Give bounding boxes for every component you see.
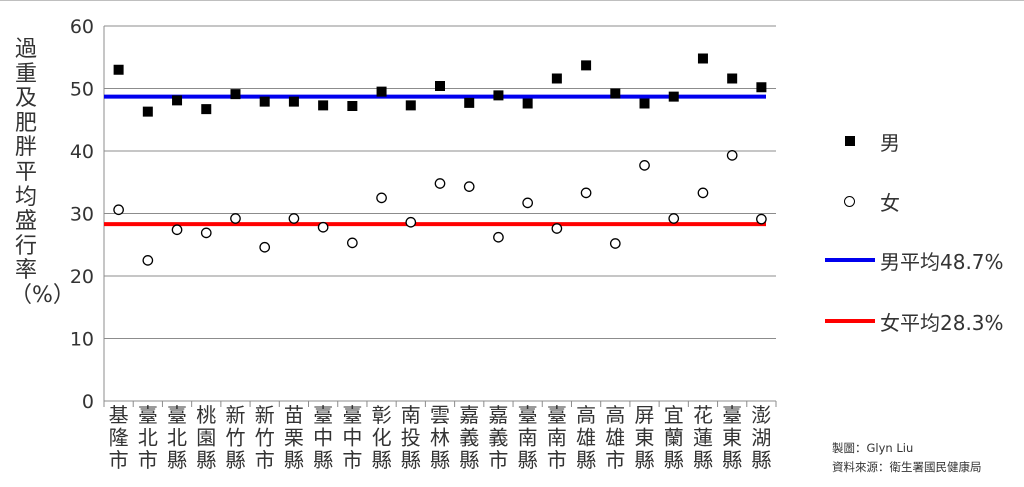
- female-data-point: [171, 224, 183, 236]
- top-border: [0, 0, 1024, 1]
- legend-item-male: 男: [820, 126, 900, 156]
- female-data-point: [639, 160, 650, 171]
- male-data-point: [347, 101, 358, 111]
- legend-label-female-average: 女平均28.3%: [880, 310, 1004, 335]
- male-data-point: [318, 100, 329, 111]
- legend-item-female: 女: [820, 186, 900, 216]
- x-tick-label: 宜蘭縣: [664, 403, 684, 472]
- female-data-point: [113, 204, 124, 216]
- male-data-point: [493, 90, 504, 101]
- male-data-point: [756, 82, 767, 93]
- female-data-point: [434, 178, 446, 189]
- male-data-point: [405, 100, 416, 111]
- chart-source-credit: 資料來源：衛生署國民健康局: [832, 460, 982, 474]
- male-data-point: [288, 96, 299, 107]
- female-data-point: [493, 231, 504, 243]
- y-tick-label: 0: [82, 391, 94, 413]
- female-data-point: [230, 213, 241, 224]
- x-tick-label: 彰化縣: [372, 403, 392, 472]
- legend-item-female-average: 女平均28.3%: [820, 306, 1004, 336]
- x-tick-label: 臺東縣: [722, 403, 742, 472]
- female-data-point: [346, 237, 358, 249]
- x-tick-label: 嘉義縣: [459, 403, 479, 472]
- female-data-point: [200, 227, 212, 239]
- legend-item-male-average: 男平均48.7%: [820, 245, 1004, 275]
- legend-label-female: 女: [880, 190, 900, 215]
- x-tick-label: 嘉義市: [488, 403, 508, 472]
- female-data-point: [580, 187, 592, 199]
- female-data-point: [288, 213, 300, 224]
- female-data-point: [405, 216, 417, 228]
- male-data-point: [668, 91, 679, 102]
- y-tick-label: 10: [70, 329, 94, 351]
- y-tick-label: 40: [70, 141, 94, 163]
- male-data-point: [697, 53, 708, 64]
- male-data-point: [610, 88, 621, 99]
- female-data-point: [551, 223, 563, 234]
- x-tick-label: 臺南市: [547, 403, 567, 472]
- x-tick-label: 臺南縣: [518, 403, 538, 472]
- legend-line-male-average: [825, 258, 875, 262]
- legend-marker-female: [844, 196, 855, 207]
- male-data-point: [113, 64, 124, 75]
- female-data-point: [522, 197, 534, 209]
- male-data-point: [172, 95, 183, 106]
- female-data-point: [697, 187, 709, 199]
- male-data-point: [522, 98, 533, 109]
- female-data-point: [376, 192, 387, 204]
- x-tick-label: 澎湖縣: [751, 403, 771, 472]
- female-data-point: [756, 213, 767, 225]
- x-tick-label: 桃園縣: [196, 403, 216, 472]
- female-data-point: [463, 181, 475, 192]
- male-data-point: [435, 81, 445, 91]
- x-tick-label: 臺北縣: [167, 403, 187, 472]
- legend: 男 女 男平均48.7% 女平均28.3%: [820, 0, 1024, 400]
- legend-label-male-average: 男平均48.7%: [880, 249, 1004, 274]
- male-data-point: [376, 86, 387, 97]
- y-tick-label: 20: [70, 266, 94, 288]
- male-data-point: [201, 104, 212, 115]
- x-tick-label: 新竹市: [255, 403, 275, 472]
- male-data-point: [464, 97, 475, 108]
- y-tick-label: 50: [70, 79, 94, 101]
- male-data-point: [727, 73, 738, 84]
- x-tick-label: 屏東縣: [635, 403, 655, 472]
- x-tick-label: 南投縣: [401, 403, 421, 472]
- x-tick-label: 新竹縣: [225, 403, 245, 472]
- female-data-point: [726, 150, 738, 161]
- male-data-point: [639, 98, 650, 109]
- legend-line-female-average: [825, 319, 875, 323]
- female-data-point: [609, 238, 621, 249]
- x-tick-label: 花蓮縣: [693, 403, 713, 472]
- x-tick-label: 基隆市: [109, 403, 129, 472]
- male-data-point: [551, 73, 562, 84]
- female-data-point: [259, 241, 271, 253]
- male-data-point: [259, 96, 270, 107]
- x-tick-label: 臺北市: [138, 403, 158, 472]
- x-tick-label: 臺中縣: [313, 403, 333, 472]
- chart-author-credit: 製圖：Glyn Liu: [832, 441, 914, 455]
- female-data-point: [142, 255, 154, 266]
- y-axis-label: 過重及肥胖平均盛行率（%）: [10, 37, 75, 308]
- x-tick-label: 苗栗縣: [284, 403, 304, 472]
- x-tick-label: 高雄市: [605, 403, 625, 472]
- x-tick-label: 雲林縣: [430, 403, 450, 472]
- female-data-point: [317, 221, 329, 233]
- male-data-point: [581, 60, 592, 71]
- y-tick-label: 30: [70, 204, 94, 226]
- y-tick-label: 60: [70, 16, 94, 38]
- x-tick-label: 臺中市: [342, 403, 362, 472]
- legend-label-male: 男: [880, 130, 900, 155]
- x-tick-label: 高雄縣: [576, 403, 596, 472]
- male-data-point: [142, 106, 153, 117]
- female-data-point: [668, 213, 680, 224]
- legend-marker-male: [845, 136, 855, 146]
- male-data-point: [230, 89, 241, 100]
